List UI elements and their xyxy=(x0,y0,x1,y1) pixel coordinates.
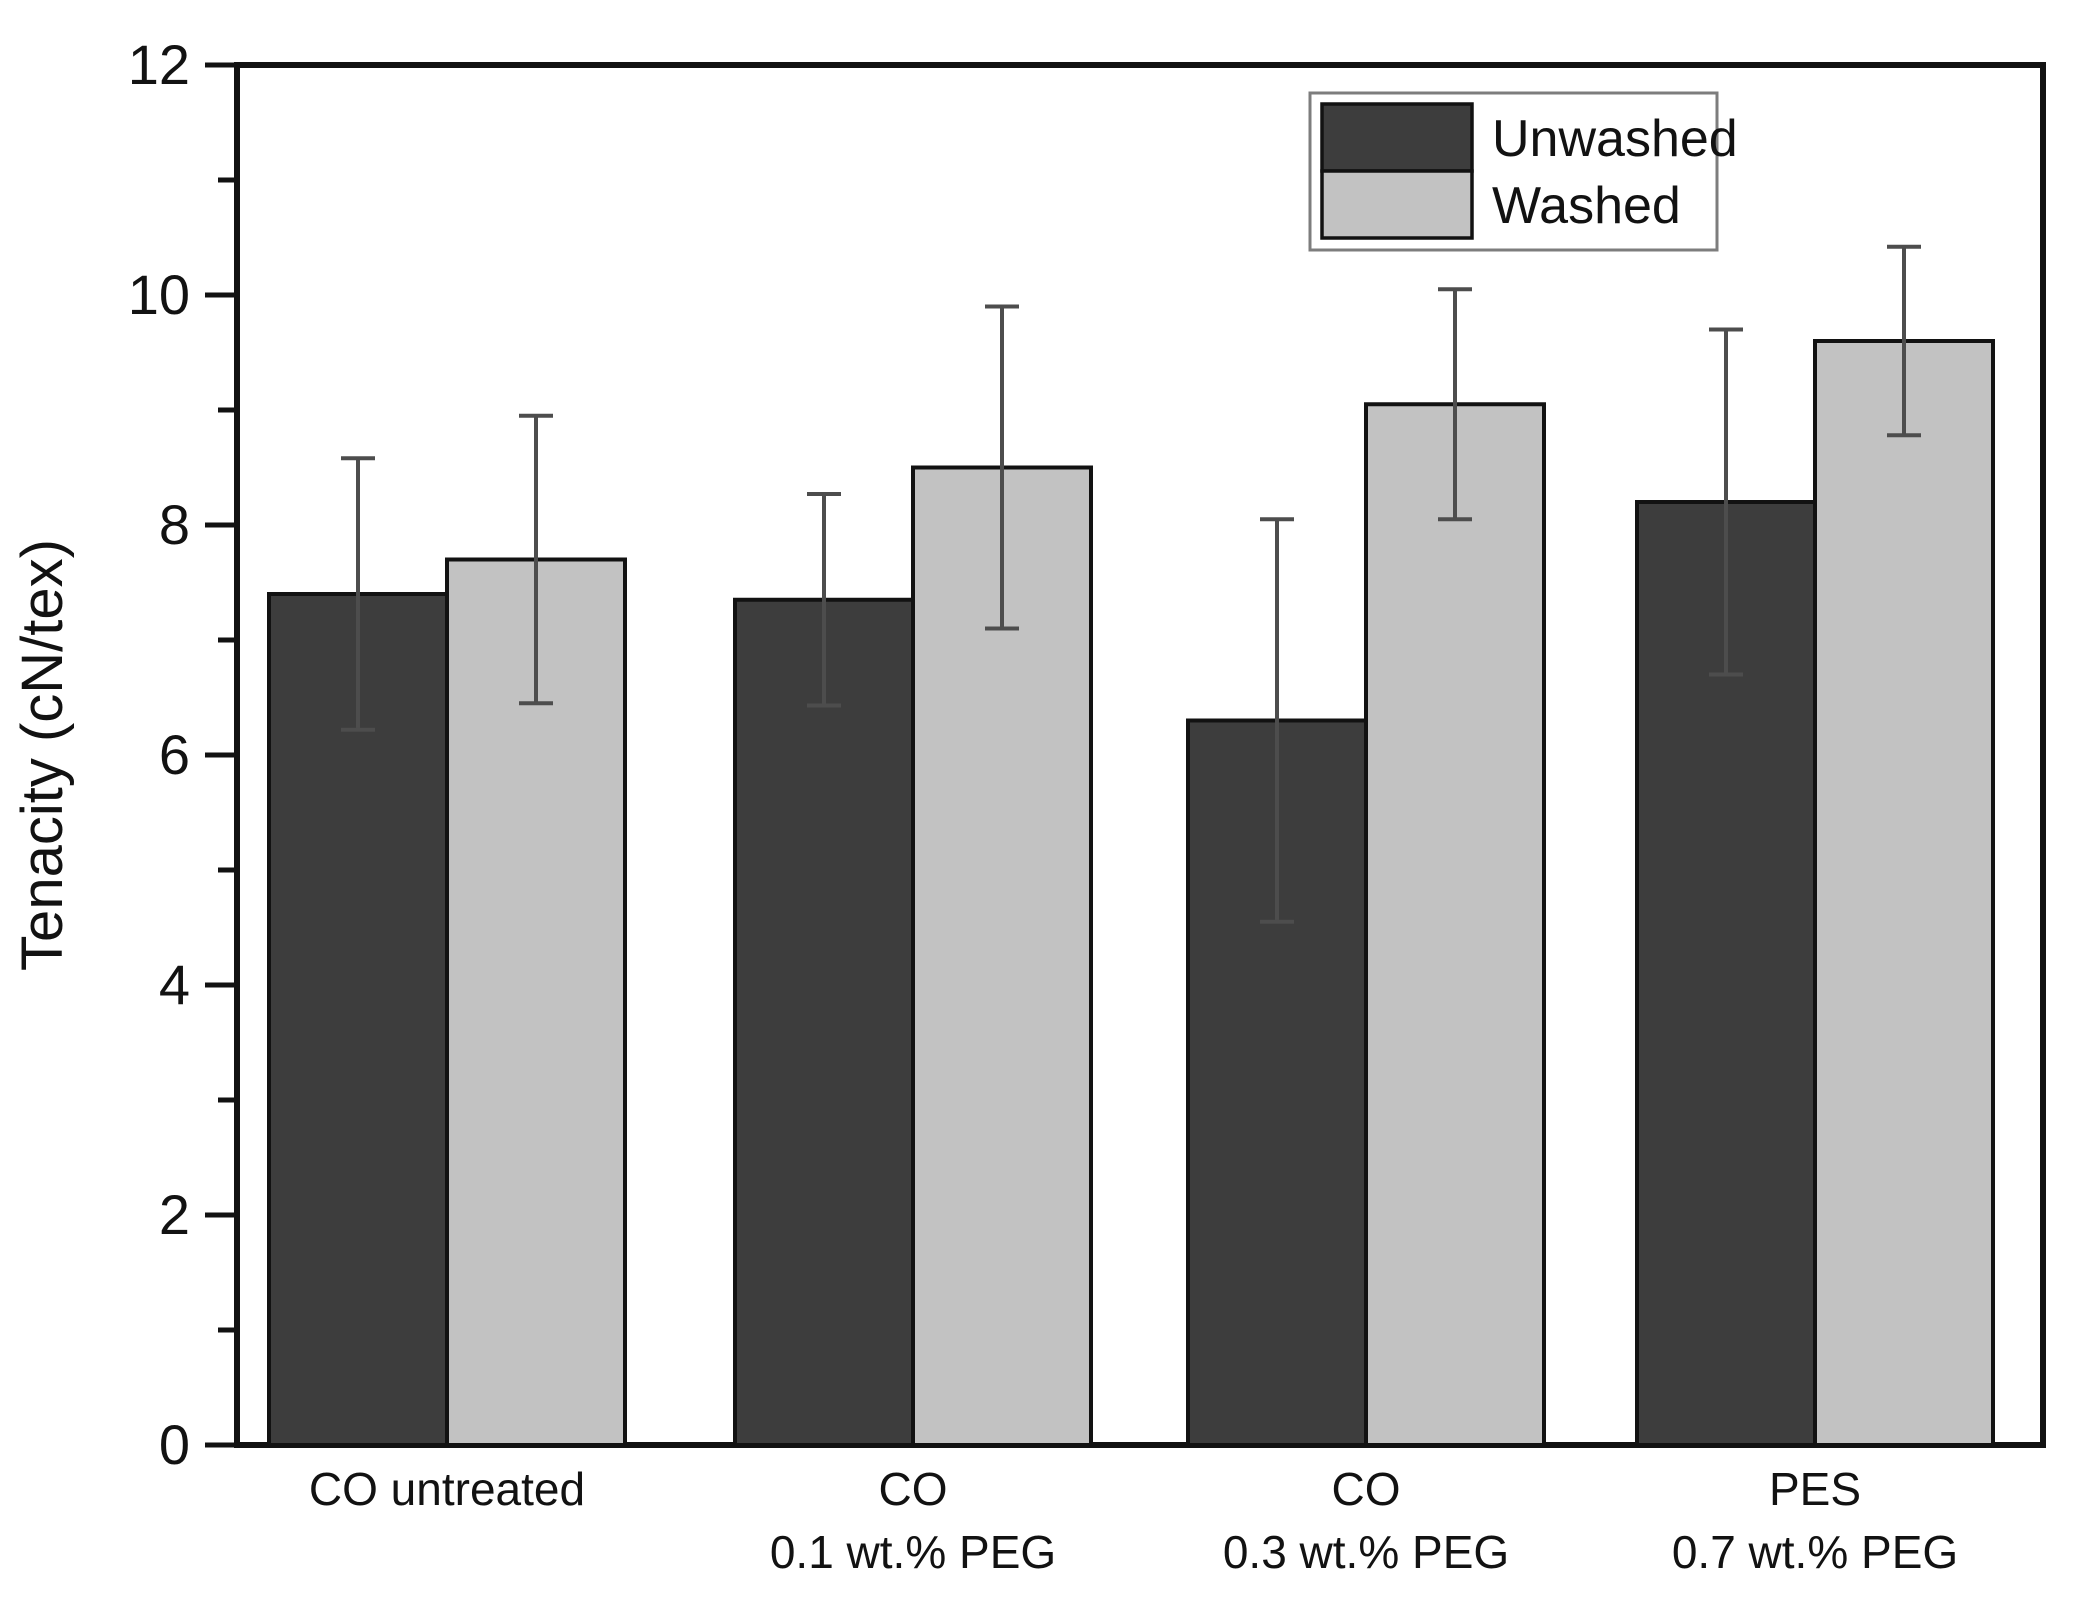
legend: Unwashed Washed xyxy=(1308,91,1738,252)
bar-unwashed-1 xyxy=(733,597,915,1447)
error-bar-unwashed-1 xyxy=(807,491,841,708)
y-tick-label-0: 0 xyxy=(159,1413,190,1476)
error-bar-unwashed-2 xyxy=(1260,517,1294,924)
legend-swatch-washed-icon xyxy=(1320,169,1474,240)
y-axis-title: Tenacity (cN/tex) xyxy=(10,539,75,971)
error-bar-washed-2 xyxy=(1438,287,1472,522)
y-tick-label-4: 4 xyxy=(159,953,190,1016)
error-bar-washed-3 xyxy=(1887,244,1921,438)
x-category-label-1: CO 0.1 wt.% PEG xyxy=(770,1463,1056,1578)
x-axis-labels: CO untreated CO 0.1 wt.% PEG CO 0.3 wt.% PEG… xyxy=(309,1463,1958,1578)
bar-washed-0 xyxy=(445,557,627,1447)
y-axis: 0 2 4 6 8 10 12 xyxy=(128,33,237,1476)
bar-washed-2 xyxy=(1364,402,1546,1447)
x-category-label-0: CO untreated xyxy=(309,1463,585,1515)
bar-unwashed-2 xyxy=(1186,718,1368,1447)
y-tick-label-10: 10 xyxy=(128,263,190,326)
x-category-label-2: CO 0.3 wt.% PEG xyxy=(1223,1463,1509,1578)
legend-label-washed: Washed xyxy=(1492,177,1681,235)
bars-layer xyxy=(267,339,1995,1447)
error-bar-unwashed-3 xyxy=(1709,327,1743,677)
y-tick-label-2: 2 xyxy=(159,1183,190,1246)
error-bar-washed-1 xyxy=(985,304,1019,631)
y-tick-label-6: 6 xyxy=(159,723,190,786)
legend-label-unwashed: Unwashed xyxy=(1492,110,1738,168)
bar-unwashed-0 xyxy=(267,592,449,1447)
error-bar-washed-0 xyxy=(519,413,553,706)
y-tick-label-12: 12 xyxy=(128,33,190,96)
error-bars-layer xyxy=(341,244,1921,924)
error-bar-unwashed-0 xyxy=(341,456,375,732)
bar-washed-3 xyxy=(1813,339,1995,1447)
x-category-label-3: PES 0.7 wt.% PEG xyxy=(1672,1463,1958,1578)
legend-swatch-unwashed-icon xyxy=(1320,102,1474,173)
y-tick-label-8: 8 xyxy=(159,493,190,556)
